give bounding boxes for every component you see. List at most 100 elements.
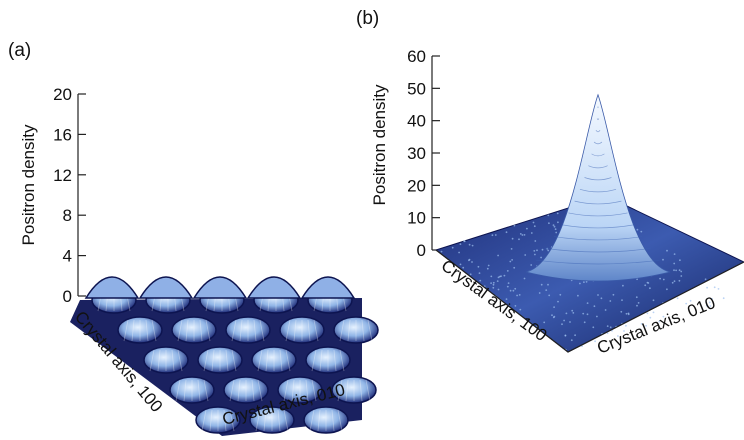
panel-a-z-tick-label: 8 [63,206,72,225]
panel-b-floor-speckle [570,339,573,342]
panel-a-mesh-line [151,319,157,342]
panel-b-floor-speckle [597,294,599,296]
panel-b-floor-speckle [574,334,576,337]
panel-b-floor-speckle [680,270,683,273]
panel-a-mesh-line [311,379,317,402]
panel-a-back-bump [246,276,302,299]
panel-b-floor-speckle [458,251,460,254]
panel-a-mesh-line [263,409,267,432]
panel-a-mesh-line [317,409,321,432]
panel-b-floor-speckle [524,254,527,256]
panel-b-floor-speckle [658,320,661,323]
panel-a-z-tick-label: 12 [53,166,72,185]
panel-label-a: (a) [8,40,31,61]
panel-a-mesh-line [197,379,201,402]
panel-b-floor-speckle [511,237,514,240]
panel-b-peak-mesh [545,248,651,253]
panel-b-floor-speckle [625,324,627,327]
panel-a-bump [303,406,349,434]
panel-b-floor-speckle [536,249,538,252]
panel-b-z-axis: 0 10 20 30 40 50 60 [407,47,440,260]
panel-a-mesh-line [145,319,149,342]
panel-a-mesh-line [345,379,349,402]
panel-a-mesh-line [209,409,213,432]
panel-b-floor-speckle [477,265,480,268]
panel-b-floor-speckle [596,315,598,318]
panel-b-floor-speckle [585,280,588,283]
panel-b-floor-speckle [545,289,548,291]
panel-b-floor-speckle [625,312,628,315]
panel-a-mesh-line [177,319,183,342]
panel-b-floor-speckle [557,300,559,303]
panel-b-floor-speckle [571,309,574,312]
panel-a-bump [225,316,271,344]
panel-b-floor-speckle [548,294,551,297]
panel-b-floor-speckle [564,334,567,337]
panel-b-floor-speckle [548,222,550,225]
panel-a-surface [70,276,379,436]
panel-b-floor-speckle [579,282,581,285]
panel-b-z-tick-label: 20 [407,176,426,195]
panel-b-floor-speckle [471,261,473,263]
panel-b-floor-speckle [533,225,536,228]
panel-a-mesh-line [319,349,323,372]
panel-b-floor-speckle [553,225,556,228]
panel-b-floor-speckle [676,297,679,300]
panel-b-floor-speckle [486,267,489,270]
panel-b-floor-speckle [532,221,535,224]
panel-b-floor-speckle [500,275,502,278]
panel-b-z-tick-label: 10 [407,209,426,228]
panel-a-mesh-line [131,319,135,342]
panel-a-z-axis: 0 4 8 12 16 20 [53,85,86,306]
panel-a-mesh-line [201,409,207,432]
panel-b-floor-speckle [627,312,630,315]
panel-b-peak-mesh [595,130,601,133]
panel-b-floor-speckle [569,321,571,323]
panel-a-mesh-line [313,319,319,342]
panel-a-mesh-line [225,349,229,372]
panel-a-mesh-line [283,379,289,402]
panel-b-floor-speckle [705,304,708,307]
panel-b-floor-speckle [617,335,619,337]
panel-a-mesh-line [277,409,281,432]
panel-a-bump [305,346,351,374]
panel-b-floor-speckle [554,228,557,231]
panel-b-floor-speckle [490,275,493,278]
panel-b-floor-speckle [491,234,494,237]
panel-b-floor-speckle [717,288,720,290]
panel-b-floor-speckle [551,314,553,317]
panel-b-floor-speckle [621,299,623,301]
panel-a-back-bump [84,276,140,299]
panel-a-mesh-line [205,319,211,342]
panel-b-floor-speckle [530,264,533,266]
panel-b-floor-speckle [459,243,462,246]
panel-a-mesh-line [255,409,261,432]
panel-b-floor-speckle [652,311,655,314]
panel-b-floor-speckle [541,328,544,331]
panel-b-peak-mesh [588,165,608,169]
panel-b-floor-speckle [662,258,664,261]
panel-a-mesh-line [199,319,203,342]
panel-b-floor-speckle [523,277,526,280]
panel-b-floor-speckle [497,288,500,291]
panel-b-floor-speckle [645,324,647,327]
panel-b-peak-mesh [593,141,603,145]
panel-b-peak-mesh [584,177,612,181]
panel-b-floor-speckle [649,316,652,319]
panel-b-floor-speckle [503,274,506,277]
panel-b-floor-speckle [622,284,624,287]
panel-a-back-bump [192,276,248,299]
panel-a-mesh-line [259,319,265,342]
panel-b-floor-speckle [518,294,521,296]
panel-b-floor-speckle [509,260,512,263]
panel-b-floor-speckle [534,240,537,242]
panel-a-mesh-line [311,349,317,372]
panel-b-floor-speckle [462,266,465,269]
panel-label-b: (b) [356,8,379,29]
panel-b-peak-mesh [574,200,622,205]
panel-b-floor-speckle [704,278,707,281]
panel-b-floor-speckle [540,283,543,286]
panel-b-floor-speckle [468,243,471,246]
panel-a-mesh-line [307,319,311,342]
